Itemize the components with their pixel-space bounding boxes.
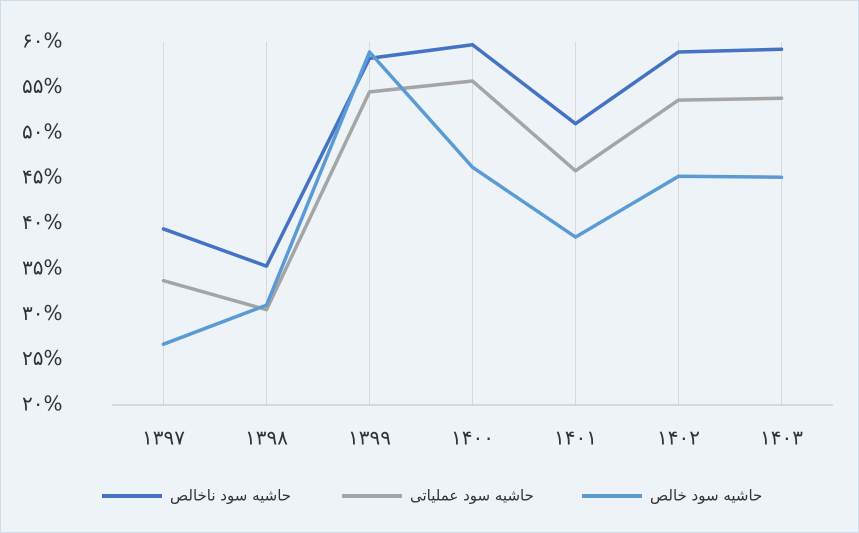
x-tick-label: ۱۴۰۱ [554,426,597,450]
x-tick-label: ۱۳۹۹ [348,426,391,450]
y-tick-label: ۳۰% [22,301,63,325]
y-tick-label: ۶۰% [22,29,63,53]
legend-label: حاشیه سود عملیاتی [410,487,534,505]
y-tick-label: ۴۰% [22,210,63,234]
x-tick-label: ۱۴۰۳ [760,426,803,450]
y-tick-label: ۲۰% [22,392,63,416]
x-tick-label: ۱۴۰۰ [451,426,494,450]
series-line [161,50,784,346]
legend-label: حاشیه سود ناخالص [170,487,291,505]
legend-label: حاشیه سود خالص [650,487,762,505]
x-tick-label: ۱۴۰۲ [657,426,700,450]
series-line [161,42,784,268]
x-tick-label: ۱۳۹۸ [245,426,288,450]
y-tick-label: ۵۰% [22,119,63,143]
y-tick-label: ۴۵% [22,165,63,189]
series-line [161,79,784,312]
y-tick-label: ۲۵% [22,346,63,370]
y-tick-label: ۳۵% [22,255,63,279]
x-tick-label: ۱۳۹۷ [142,426,185,450]
y-tick-label: ۵۵% [22,74,63,98]
